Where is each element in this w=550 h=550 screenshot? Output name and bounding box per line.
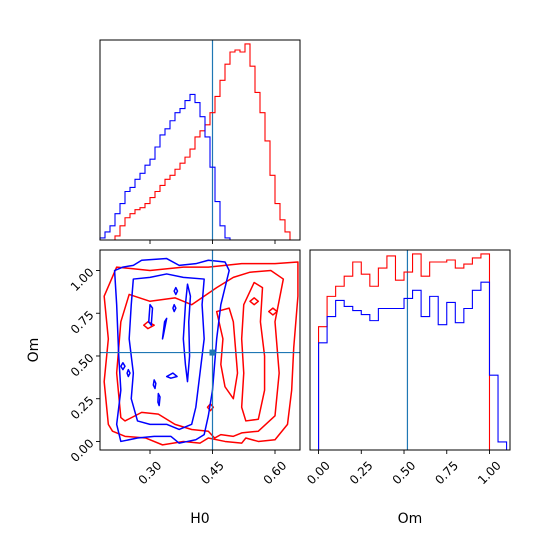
contour-red-1: [115, 269, 285, 439]
contour-blue-8: [152, 379, 157, 390]
panel-hist-h0: [99, 39, 301, 244]
x-tick-label: 0.25: [347, 458, 376, 487]
contour-blue-5: [173, 286, 179, 296]
x-axis-label: H0: [190, 511, 209, 527]
histogram-blue-series: [310, 281, 508, 451]
contour-red-4: [143, 321, 155, 330]
x-tick-label: 0.45: [198, 458, 227, 487]
contour-red-3: [215, 307, 239, 400]
contour-blue-7: [126, 368, 131, 378]
y-axis-label: Om: [26, 338, 42, 363]
y-tick-label: 0.75: [68, 308, 97, 337]
contour-blue-10: [165, 372, 178, 379]
histogram-red-series: [100, 43, 300, 241]
contour-red-2: [240, 281, 266, 422]
contour-blue-6: [172, 303, 177, 313]
contour-blue-2: [182, 283, 192, 383]
contour-blue-11: [120, 362, 126, 371]
contour-blue-3: [161, 317, 168, 340]
x-tick-label: 0.60: [261, 458, 290, 487]
axes-frame: [99, 39, 301, 241]
y-tick-label: 0.25: [68, 393, 97, 422]
contour-group: [103, 257, 299, 446]
y-tick-label: 0.00: [68, 436, 97, 465]
axes-frame: [309, 249, 511, 451]
contour-red-6: [268, 307, 278, 316]
contour-red-0: [103, 261, 299, 446]
x-tick-label: 1.00: [475, 458, 504, 487]
contour-blue-9: [157, 392, 161, 407]
truth-marker: [209, 349, 216, 356]
x-tick-label: 0.00: [304, 458, 333, 487]
x-tick-label: 0.50: [390, 458, 419, 487]
axes-frame: [99, 249, 301, 451]
x-tick-label: 0.75: [432, 458, 461, 487]
y-tick-label: 0.50: [68, 351, 97, 380]
contour-blue-4: [148, 303, 154, 326]
contour-blue-1: [128, 273, 205, 431]
x-tick-label: 0.30: [136, 458, 165, 487]
x-axis-label: Om: [398, 511, 423, 527]
contour-red-5: [249, 297, 260, 306]
panel-contour-h0-om: 0.00 0.25 0.50 0.75 1.00 Om 0.30 0.45 0.60 H0: [26, 249, 301, 527]
panel-hist-om: 0.00 0.25 0.50 0.75 1.00 Om: [304, 249, 511, 527]
y-tick-label: 1.00: [68, 265, 97, 294]
histogram-red-series: [310, 253, 507, 451]
